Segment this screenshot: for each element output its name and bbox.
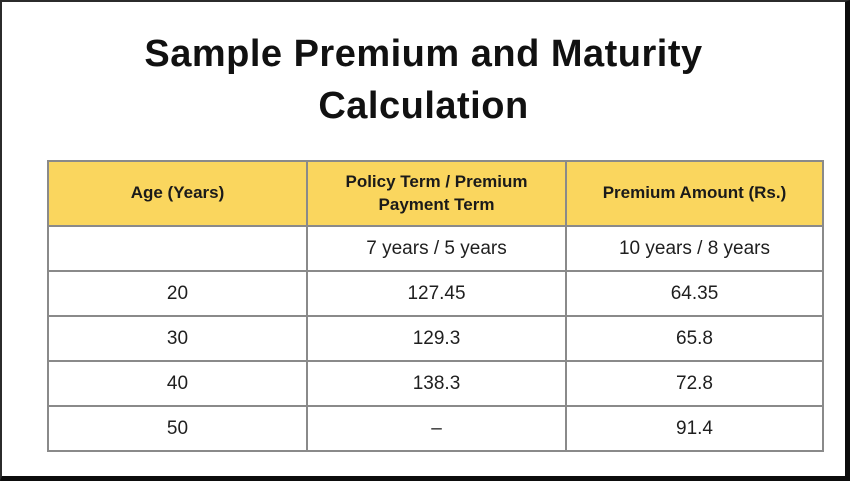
age-cell: 40 <box>47 360 308 407</box>
policy-term-cell: 127.45 <box>306 270 567 317</box>
age-cell: 30 <box>47 315 308 362</box>
table-subheader-row: 7 years / 5 years 10 years / 8 years <box>47 225 824 272</box>
table-row: 50 – 91.4 <box>47 405 824 452</box>
subheader-age-cell <box>47 225 308 272</box>
age-cell: 20 <box>47 270 308 317</box>
header-age-years: Age (Years) <box>47 160 308 227</box>
premium-table: Age (Years) Policy Term / Premium Paymen… <box>47 160 824 452</box>
premium-amount-cell: 72.8 <box>565 360 824 407</box>
table-row: 30 129.3 65.8 <box>47 315 824 362</box>
age-cell: 50 <box>47 405 308 452</box>
header-premium-amount: Premium Amount (Rs.) <box>565 160 824 227</box>
policy-term-cell: – <box>306 405 567 452</box>
title-line-2: Calculation <box>318 85 529 127</box>
title-line-1: Sample Premium and Maturity <box>144 33 703 75</box>
page-title: Sample Premium and Maturity Calculation <box>2 28 845 132</box>
subheader-premium-amount-cell: 10 years / 8 years <box>565 225 824 272</box>
table-row: 40 138.3 72.8 <box>47 360 824 407</box>
premium-amount-cell: 64.35 <box>565 270 824 317</box>
subheader-policy-term-cell: 7 years / 5 years <box>306 225 567 272</box>
policy-term-cell: 138.3 <box>306 360 567 407</box>
table-row: 20 127.45 64.35 <box>47 270 824 317</box>
policy-term-cell: 129.3 <box>306 315 567 362</box>
premium-amount-cell: 65.8 <box>565 315 824 362</box>
table-header-row: Age (Years) Policy Term / Premium Paymen… <box>47 160 824 227</box>
premium-amount-cell: 91.4 <box>565 405 824 452</box>
header-policy-term: Policy Term / Premium Payment Term <box>306 160 567 227</box>
